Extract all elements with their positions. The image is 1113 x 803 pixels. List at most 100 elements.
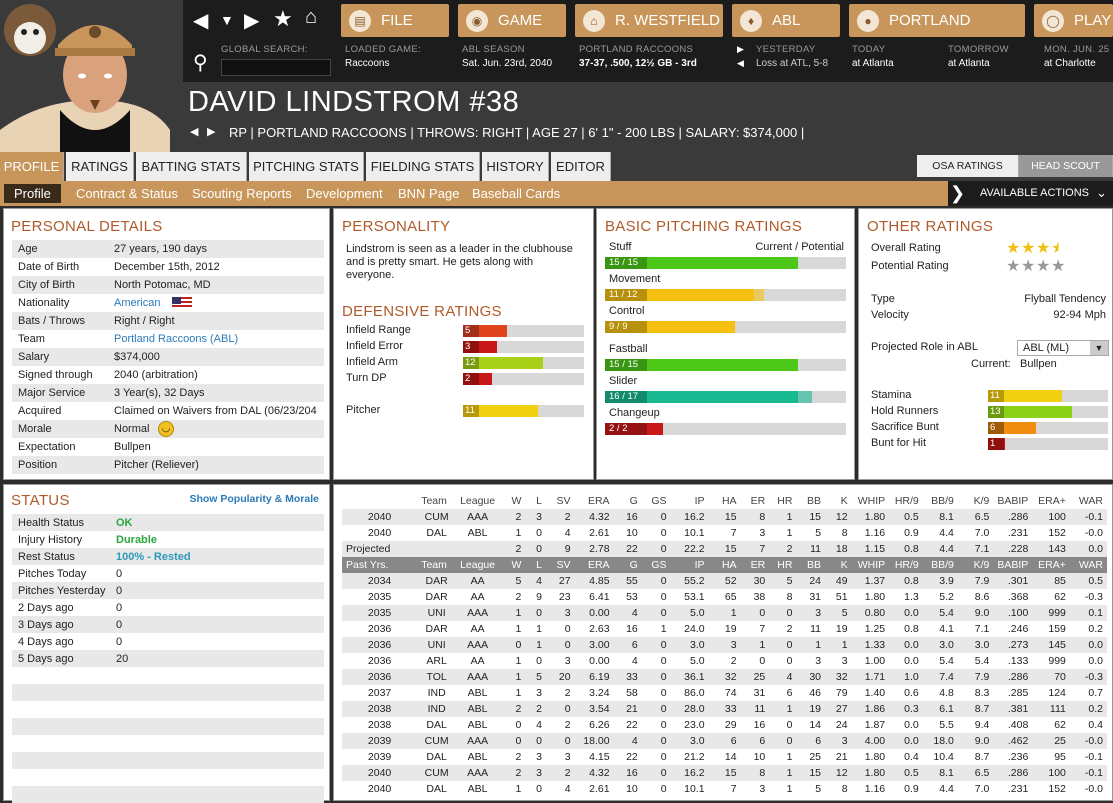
projected-role-select[interactable]: ABL (ML) ▼ <box>1017 340 1109 356</box>
play-menu-button[interactable]: ◯ PLAY <box>1034 4 1113 37</box>
prev-arrow-icon[interactable]: ◀ <box>737 58 744 68</box>
header-cell[interactable]: BABIP <box>993 493 1033 509</box>
tomorrow-game[interactable]: at Atlanta <box>948 58 990 69</box>
table-cell: 7.0 <box>974 783 990 795</box>
header-cell[interactable]: L <box>536 559 542 571</box>
header-cell[interactable]: W <box>499 493 526 509</box>
header-cell[interactable]: K <box>840 559 848 571</box>
header-cell[interactable]: League <box>456 493 500 509</box>
header-cell[interactable]: HR <box>769 493 797 509</box>
head-scout-toggle[interactable]: HEAD SCOUT <box>1019 155 1113 177</box>
subnav-baseball-cards[interactable]: Baseball Cards <box>472 186 561 201</box>
dropdown-arrow-icon[interactable]: ▼ <box>220 12 234 28</box>
monday-game[interactable]: at Charlotte <box>1044 58 1096 69</box>
subnav-contract-status[interactable]: Contract & Status <box>76 186 178 201</box>
header-cell[interactable]: HA <box>708 493 741 509</box>
show-popularity-morale-link[interactable]: Show Popularity & Morale <box>189 493 319 505</box>
yesterday-result[interactable]: Loss at ATL, 5-8 <box>756 58 829 69</box>
tab-ratings[interactable]: RATINGS <box>66 152 134 181</box>
header-cell[interactable]: IP <box>670 493 709 509</box>
league-menu-button[interactable]: ♦ ABL <box>732 4 840 37</box>
header-cell[interactable]: ER <box>750 559 766 571</box>
detail-label: Acquired <box>18 405 62 417</box>
header-cell[interactable]: L <box>525 493 546 509</box>
tab-profile[interactable]: PROFILE <box>0 152 64 181</box>
rating-number-bg <box>605 391 647 403</box>
detail-value: Pitcher (Reliever) <box>114 459 199 471</box>
tab-fielding-stats[interactable]: FIELDING STATS <box>366 152 480 181</box>
table-cell: 0.2 <box>1088 703 1103 715</box>
tab-batting-stats[interactable]: BATTING STATS <box>136 152 247 181</box>
current-fill <box>605 359 798 371</box>
table-cell: 1.80 <box>864 511 886 523</box>
header-cell[interactable]: ER <box>740 493 770 509</box>
global-search-input[interactable] <box>221 59 331 76</box>
header-cell[interactable]: GS <box>641 493 671 509</box>
header-cell[interactable]: Team <box>421 559 447 571</box>
rating-number-bg <box>605 289 647 301</box>
table-cell: 11 <box>810 623 822 635</box>
next-player-icon[interactable]: ▶ <box>207 126 216 138</box>
home-icon[interactable]: ⌂ <box>305 6 318 28</box>
header-cell[interactable]: WHIP <box>851 493 890 509</box>
table-cell: 2039 <box>367 735 392 747</box>
star-icon[interactable]: ★ <box>273 6 293 31</box>
header-cell[interactable]: HR <box>777 559 793 571</box>
file-menu-button[interactable]: ▤ FILE <box>341 4 449 37</box>
tab-history[interactable]: HISTORY <box>482 152 549 181</box>
header-cell[interactable]: HR/9 <box>889 493 923 509</box>
header-cell[interactable]: K <box>825 493 852 509</box>
header-cell[interactable]: ERA+ <box>1038 559 1066 571</box>
header-cell[interactable]: SV <box>545 493 575 509</box>
header-cell[interactable]: ERA+ <box>1032 493 1070 509</box>
header-cell[interactable]: K/9 <box>957 493 994 509</box>
header-cell[interactable]: WAR <box>1078 559 1103 571</box>
subnav-profile[interactable]: Profile <box>4 184 61 203</box>
subnav-scouting-reports[interactable]: Scouting Reports <box>192 186 292 201</box>
header-cell[interactable]: K/9 <box>973 559 990 571</box>
rating-number-bg <box>463 357 479 369</box>
tab-pitching-stats[interactable]: PITCHING STATS <box>249 152 364 181</box>
search-icon[interactable]: ⚲ <box>193 52 208 74</box>
tab-editor[interactable]: EDITOR <box>551 152 611 181</box>
prev-player-icon[interactable]: ◀ <box>190 126 199 138</box>
header-cell[interactable]: ERA <box>587 559 610 571</box>
forward-arrow-icon[interactable]: ▶ <box>244 10 260 32</box>
game-menu-button[interactable]: ◉ GAME <box>458 4 566 37</box>
header-cell[interactable]: BB/9 <box>922 493 958 509</box>
header-cell[interactable]: HA <box>721 559 737 571</box>
header-cell[interactable]: BB/9 <box>931 559 954 571</box>
osa-ratings-toggle[interactable]: OSA RATINGS <box>917 155 1019 177</box>
back-arrow-icon[interactable]: ◀ <box>193 10 209 32</box>
detail-value[interactable]: American <box>114 297 161 309</box>
header-cell[interactable]: ERA <box>574 493 614 509</box>
season-label: ABL SEASON <box>462 44 525 55</box>
today-game[interactable]: at Atlanta <box>852 58 894 69</box>
header-cell[interactable]: BB <box>796 493 826 509</box>
table-cell: 29 <box>724 719 737 731</box>
header-cell[interactable]: G <box>629 559 638 571</box>
header-cell[interactable]: HR/9 <box>894 559 919 571</box>
header-cell[interactable]: IP <box>694 559 705 571</box>
status-label: 2 Days ago <box>18 601 74 614</box>
header-cell[interactable]: G <box>613 493 642 509</box>
subnav-bnn-page[interactable]: BNN Page <box>398 186 460 201</box>
manager-menu-button[interactable]: ⌂ R. WESTFIELD <box>575 4 723 37</box>
team-label: PORTLAND <box>889 12 971 29</box>
detail-value[interactable]: Portland Raccoons (ABL) <box>114 333 239 345</box>
team-menu-button[interactable]: ● PORTLAND <box>849 4 1025 37</box>
header-cell[interactable]: W <box>511 559 522 571</box>
next-arrow-icon[interactable]: ▶ <box>737 44 744 54</box>
header-cell[interactable]: WHIP <box>857 559 886 571</box>
header-cell[interactable]: Team <box>417 493 457 509</box>
subnav-development[interactable]: Development <box>306 186 383 201</box>
header-cell[interactable]: GS <box>651 559 667 571</box>
header-cell[interactable]: BB <box>807 559 822 571</box>
header-cell[interactable]: SV <box>556 559 571 571</box>
header-cell[interactable]: WAR <box>1069 493 1107 509</box>
header-cell[interactable]: BABIP <box>997 559 1029 571</box>
rating-bar: 13 <box>988 406 1108 418</box>
available-actions-button[interactable]: ❯ AVAILABLE ACTIONS ⌄ <box>948 181 1113 206</box>
header-cell[interactable]: League <box>460 559 496 571</box>
table-cell: 22 <box>626 751 638 763</box>
